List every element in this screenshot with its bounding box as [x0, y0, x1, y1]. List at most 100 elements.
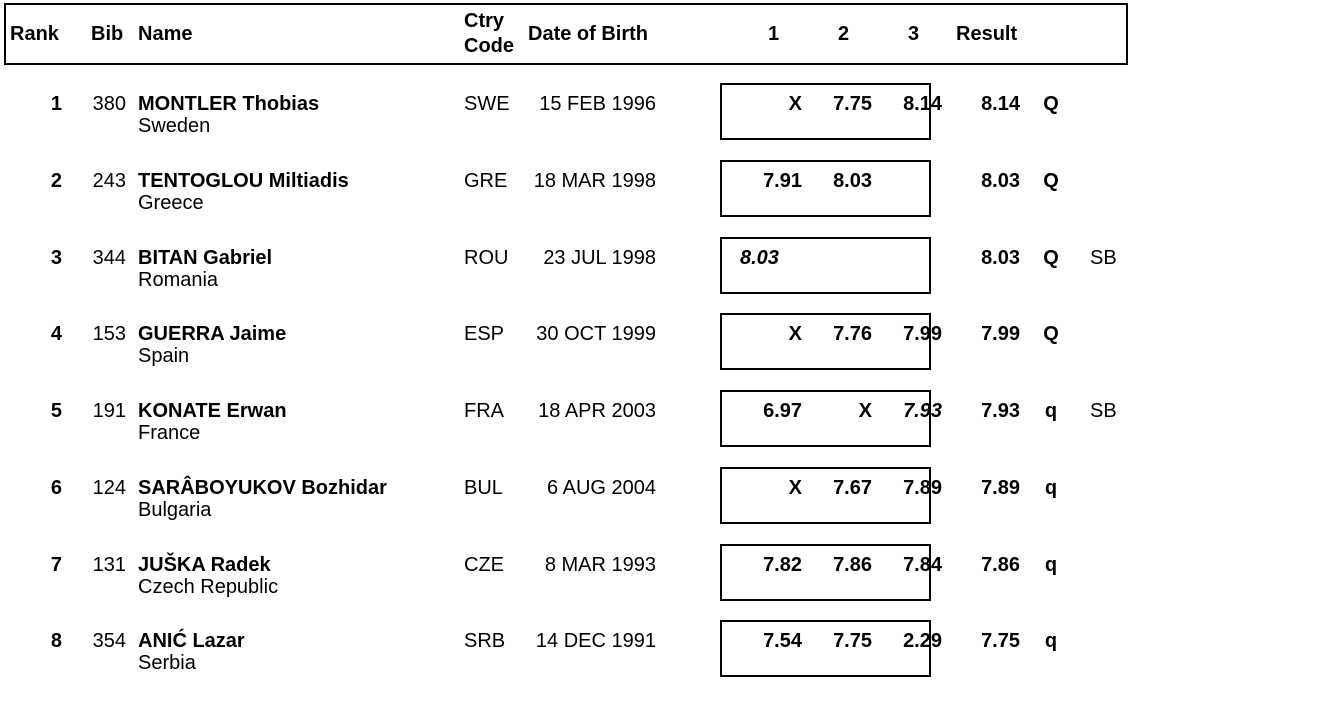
date-of-birth: 23 JUL 1998 — [543, 247, 656, 269]
date-of-birth: 18 MAR 1998 — [533, 170, 656, 192]
bib-cell: 124 — [92, 477, 126, 499]
athlete-country: Czech Republic — [138, 576, 279, 598]
attempt-3-mark: 7.93 — [903, 400, 942, 422]
attempt-2-mark: 7.75 — [833, 93, 872, 115]
attempt-2-mark: 7.86 — [833, 554, 872, 576]
athlete-name: BITAN Gabriel — [138, 247, 273, 269]
qualification-mark: q — [1044, 477, 1058, 499]
athlete-name: ANIĆ Lazar — [138, 630, 245, 652]
rank-cell: 2 — [50, 170, 62, 192]
table-row: 5 191 KONATE Erwan France FRA 18 APR 2003 6.97… — [0, 390, 1318, 476]
country-code: FRA — [464, 400, 504, 422]
athlete-name: MONTLER Thobias — [138, 93, 320, 115]
bib-cell: 131 — [92, 554, 126, 576]
date-of-birth: 18 APR 2003 — [538, 400, 656, 422]
attempt-1-mark: X — [788, 93, 802, 115]
athlete-country: Serbia — [138, 652, 196, 674]
table-row: 8 354 ANIĆ Lazar Serbia SRB 14 DEC 1991 7.54 7.… — [0, 620, 1318, 706]
results-table-header — [4, 3, 1128, 65]
header-bib: Bib — [91, 23, 124, 45]
header-attempt-2: 2 — [838, 23, 850, 45]
table-row: 7 131 JUŠKA Radek Czech Republic CZE 8 MAR 19… — [0, 544, 1318, 630]
attempts-box: X 7.67 7.89 — [720, 467, 942, 524]
attempt-1-mark: 7.54 — [763, 630, 802, 652]
rank-cell: 7 — [50, 554, 62, 576]
athlete-name: JUŠKA Radek — [138, 554, 271, 576]
country-code: GRE — [464, 170, 508, 192]
qualification-mark: Q — [1043, 170, 1059, 192]
attempt-2-mark: X — [858, 400, 872, 422]
attempt-3-mark: 7.84 — [903, 554, 942, 576]
qualification-mark: q — [1044, 554, 1058, 576]
date-of-birth: 8 MAR 1993 — [544, 554, 656, 576]
header-name: Name — [138, 23, 193, 45]
header-attempt-1: 1 — [768, 23, 780, 45]
attempts-box: 8.03 — [720, 237, 931, 294]
attempt-3-mark: 7.89 — [903, 477, 942, 499]
header-rank: Rank — [10, 23, 59, 45]
attempt-3-mark: 8.14 — [903, 93, 942, 115]
date-of-birth: 15 FEB 1996 — [539, 93, 656, 115]
date-of-birth: 14 DEC 1991 — [535, 630, 656, 652]
athlete-country: Greece — [138, 192, 204, 214]
athlete-name: GUERRA Jaime — [138, 323, 287, 345]
result-cell: 7.99 — [981, 323, 1020, 345]
date-of-birth: 6 AUG 2004 — [547, 477, 656, 499]
qualification-mark: Q — [1043, 93, 1059, 115]
athlete-name: SARÂBOYUKOV Bozhidar — [138, 477, 387, 499]
qualification-mark: Q — [1043, 247, 1059, 269]
header-ctry-line2: Code — [464, 35, 514, 57]
header-ctry-line1: Ctry — [464, 10, 505, 32]
table-row: 1 380 MONTLER Thobias Sweden SWE 15 FEB 1996 X… — [0, 83, 1318, 169]
attempts-box: X 7.75 8.14 — [720, 83, 942, 140]
record-note: SB — [1090, 400, 1117, 422]
rank-cell: 3 — [50, 247, 62, 269]
table-row: 2 243 TENTOGLOU Miltiadis Greece GRE 18 MAR 1… — [0, 160, 1318, 246]
table-row: 3 344 BITAN Gabriel Romania ROU 23 JUL 1998 8.… — [0, 237, 1318, 323]
result-cell: 7.75 — [981, 630, 1020, 652]
athlete-name: TENTOGLOU Miltiadis — [138, 170, 349, 192]
bib-cell: 243 — [92, 170, 126, 192]
result-cell: 7.89 — [981, 477, 1020, 499]
country-code: BUL — [464, 477, 503, 499]
date-of-birth: 30 OCT 1999 — [536, 323, 656, 345]
country-code: SRB — [464, 630, 506, 652]
athlete-name: KONATE Erwan — [138, 400, 287, 422]
athlete-country: Romania — [138, 269, 219, 291]
bib-cell: 153 — [92, 323, 126, 345]
result-cell: 8.14 — [981, 93, 1020, 115]
result-cell: 7.93 — [981, 400, 1020, 422]
attempts-box: 7.54 7.75 2.29 — [720, 620, 942, 677]
attempt-1-mark: 7.91 — [763, 170, 802, 192]
attempt-2-mark: 7.75 — [833, 630, 872, 652]
attempt-1-mark: X — [788, 477, 802, 499]
rank-cell: 4 — [50, 323, 62, 345]
country-code: SWE — [464, 93, 510, 115]
attempts-box: 7.82 7.86 7.84 — [720, 544, 942, 601]
attempts-box: 6.97 X 7.93 — [720, 390, 942, 447]
attempt-2-mark: 7.76 — [833, 323, 872, 345]
bib-cell: 380 — [92, 93, 126, 115]
header-attempt-3: 3 — [908, 23, 920, 45]
table-row: 4 153 GUERRA Jaime Spain ESP 30 OCT 1999 X 7.76… — [0, 313, 1318, 399]
athlete-country: Spain — [138, 345, 190, 367]
table-row: 6 124 SARÂBOYUKOV Bozhidar Bulgaria BUL 6 AUG… — [0, 467, 1318, 553]
country-code: ESP — [464, 323, 505, 345]
athlete-country: Bulgaria — [138, 499, 212, 521]
bib-cell: 191 — [92, 400, 126, 422]
attempt-1-mark: X — [788, 323, 802, 345]
rank-cell: 8 — [50, 630, 62, 652]
rank-cell: 5 — [50, 400, 62, 422]
attempt-3-mark: 2.29 — [903, 630, 942, 652]
attempt-1-mark: 7.82 — [763, 554, 802, 576]
qualification-mark: q — [1044, 400, 1058, 422]
country-code: ROU — [464, 247, 509, 269]
record-note: SB — [1090, 247, 1117, 269]
result-cell: 8.03 — [981, 247, 1020, 269]
attempt-1-mark: 6.97 — [763, 400, 802, 422]
bib-cell: 354 — [92, 630, 126, 652]
qualification-mark: Q — [1043, 323, 1059, 345]
country-code: CZE — [464, 554, 504, 576]
attempt-3-mark: 7.99 — [903, 323, 942, 345]
athlete-country: France — [138, 422, 201, 444]
